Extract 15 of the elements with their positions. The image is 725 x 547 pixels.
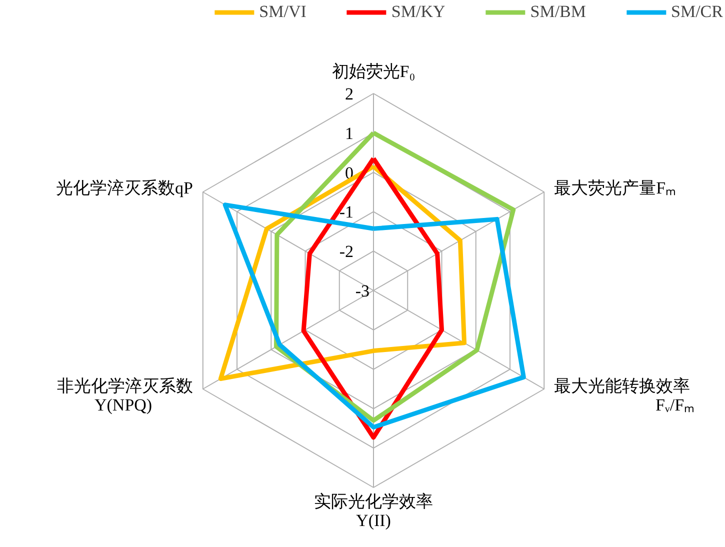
legend-label: SM/KY	[391, 2, 446, 22]
spoke-label: 非光化学淬灭系数 Y(NPQ)	[56, 376, 193, 414]
legend-label: SM/CR	[671, 2, 723, 22]
spoke-label: 初始荧光F₀	[332, 62, 416, 81]
spoke-label: 最大荧光产量Fₘ	[554, 178, 676, 198]
spoke-label: 最大光能转换效率 Fᵥ/Fₘ	[554, 376, 694, 414]
y-tick-label: 2	[345, 84, 354, 104]
spoke-label: 光化学淬灭系数qP	[56, 178, 193, 198]
y-tick-label: -2	[339, 242, 354, 262]
legend-label: SM/VI	[259, 2, 306, 22]
y-tick-label: -1	[339, 202, 354, 222]
legend-label: SM/BM	[530, 2, 586, 22]
y-tick-label: 1	[345, 124, 354, 143]
spoke-label: 实际光化学效率 Y(II)	[314, 492, 433, 530]
y-tick-label: -3	[355, 282, 370, 300]
